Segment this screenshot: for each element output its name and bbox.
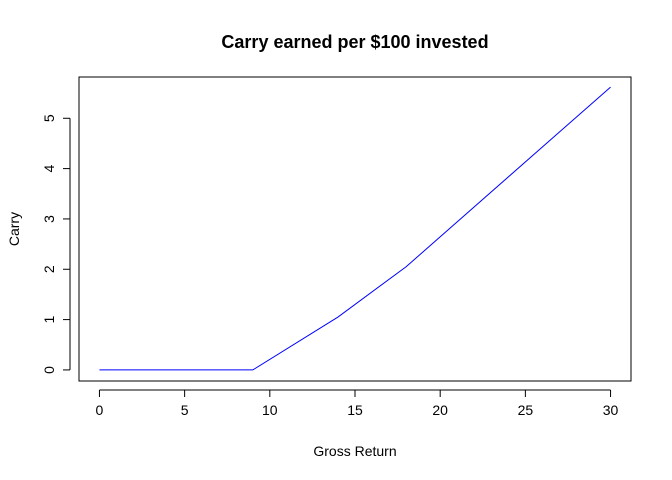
x-axis: 0 5 10 15 20 25 30 (96, 389, 619, 418)
y-tick-label: 4 (41, 165, 57, 173)
series-line (99, 86, 611, 371)
x-tick-label: 5 (181, 402, 189, 418)
x-axis-label: Gross Return (313, 443, 396, 459)
y-tick-label: 3 (41, 215, 57, 223)
y-tick-label: 2 (41, 265, 57, 273)
x-tick-label: 10 (262, 402, 278, 418)
y-axis-label: Carry (6, 212, 22, 246)
x-tick-label: 15 (347, 402, 363, 418)
x-tick-label: 25 (518, 402, 534, 418)
y-tick-label: 1 (41, 315, 57, 323)
series-layer (99, 86, 611, 371)
y-tick-label: 5 (41, 114, 57, 122)
y-tick-label: 0 (41, 366, 57, 374)
x-tick-label: 0 (96, 402, 104, 418)
x-tick-label: 30 (603, 402, 619, 418)
plot-frame (78, 76, 632, 382)
x-tick-label: 20 (432, 402, 448, 418)
y-axis: 0 1 2 3 4 5 (41, 114, 71, 374)
chart-title: Carry earned per $100 invested (221, 32, 488, 52)
